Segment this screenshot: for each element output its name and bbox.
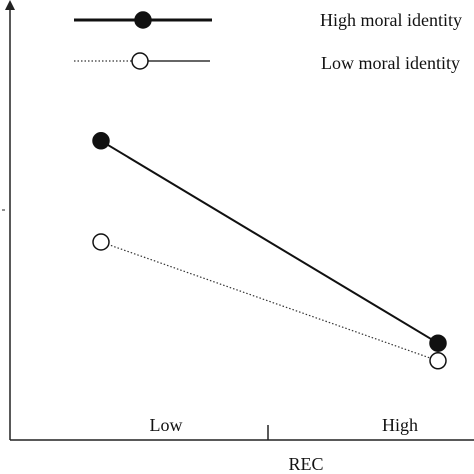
data-point-low-high bbox=[429, 352, 447, 370]
data-point-high-low bbox=[92, 132, 110, 150]
y-axis-arrow bbox=[5, 0, 15, 10]
plot-area bbox=[92, 132, 447, 370]
x-tick-label-high: High bbox=[382, 415, 418, 435]
series-line-low bbox=[100, 241, 439, 362]
data-point-low-low bbox=[92, 233, 110, 251]
axes bbox=[2, 0, 474, 441]
legend-label-high: High moral identity bbox=[320, 10, 462, 30]
x-tick-label-low: Low bbox=[150, 415, 183, 435]
legend-marker-low bbox=[131, 52, 149, 70]
x-axis-label: REC bbox=[288, 454, 323, 474]
series-line-high bbox=[100, 139, 439, 345]
legend: High moral identity Low moral identity bbox=[74, 10, 462, 73]
legend-marker-high bbox=[134, 11, 152, 29]
legend-label-low: Low moral identity bbox=[321, 53, 460, 73]
data-point-high-high bbox=[429, 334, 447, 352]
